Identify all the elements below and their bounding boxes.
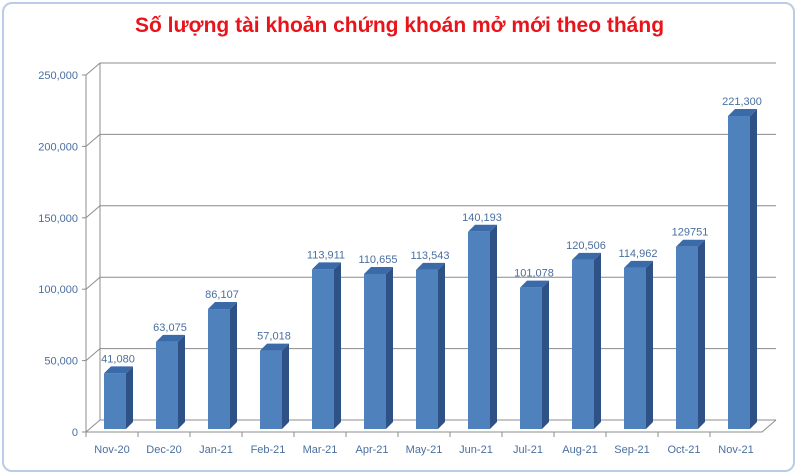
bar-side [438,262,445,429]
x-tick-label: Jun-21 [459,444,493,456]
bar-top [728,108,757,116]
bar [676,246,698,429]
x-tick-label: Aug-21 [562,444,597,456]
x-tick-label: Apr-21 [355,444,388,456]
bar [728,115,750,430]
data-label: 129751 [672,227,709,239]
bar-side [698,239,705,429]
bar-side [490,224,497,429]
bar-top [104,366,133,374]
y-tick-label: 250,000 [38,70,78,82]
bar-side [282,343,289,429]
bar-side [178,334,185,429]
bar-side [334,262,341,429]
bar [104,373,126,429]
data-label: 63,075 [153,322,187,334]
data-label: 101,078 [514,268,554,280]
bar-side [230,302,237,429]
data-label: 140,193 [462,212,502,224]
bar-side [646,260,653,429]
bar [156,341,178,429]
bar-top [624,260,653,268]
bar-top [676,239,705,247]
bar-side [386,266,393,429]
bar-top [312,262,341,270]
bar [572,259,594,429]
data-label: 41,080 [101,353,135,365]
data-label: 221,300 [722,96,762,108]
data-label: 57,018 [257,331,291,343]
x-tick-label: Nov-21 [718,444,753,456]
bar-side [542,280,549,429]
bar [520,287,542,429]
bar-top [416,262,445,270]
y-tick-label: 100,000 [38,284,78,296]
x-tick-label: Oct-21 [667,444,700,456]
x-tick-label: Nov-20 [94,444,129,456]
chart-frame [2,2,795,472]
bar [364,273,386,429]
gridline [85,62,776,76]
bar-top [364,266,393,274]
data-label: 113,543 [411,250,450,262]
x-tick-label: May-21 [406,444,443,456]
bar [468,231,490,429]
bar [416,269,438,429]
bar-top [260,343,289,351]
bar-top [520,280,549,288]
bar-side [594,252,601,429]
bar-top [156,334,185,342]
data-label: 113,911 [307,249,345,261]
x-tick-label: Dec-20 [146,444,181,456]
x-tick-label: Sep-21 [614,444,649,456]
data-label: 114,962 [619,248,658,260]
bar [312,269,334,429]
gridline [85,133,776,147]
bar-top [468,224,497,232]
data-label: 120,506 [566,240,606,252]
bar [624,267,646,429]
gridline [85,205,776,219]
data-label: 86,107 [205,289,239,301]
y-tick-label: 150,000 [38,213,78,225]
data-label: 110,655 [359,254,398,266]
x-axis [86,419,777,433]
y-tick-label: 0 [72,427,78,439]
bar-side [126,366,133,429]
y-tick-label: 50,000 [44,356,78,368]
x-tick-label: Jul-21 [513,444,543,456]
chart-title: Số lượng tài khoản chứng khoán mở mới th… [134,14,665,37]
x-tick-label: Mar-21 [303,444,338,456]
bar-top [572,252,601,260]
bar [208,309,230,429]
x-tick-label: Feb-21 [251,444,286,456]
x-tick-label: Jan-21 [199,444,233,456]
bar [260,350,282,429]
bar-side [750,108,757,430]
y-tick-label: 200,000 [38,141,78,153]
bar-top [208,302,237,310]
